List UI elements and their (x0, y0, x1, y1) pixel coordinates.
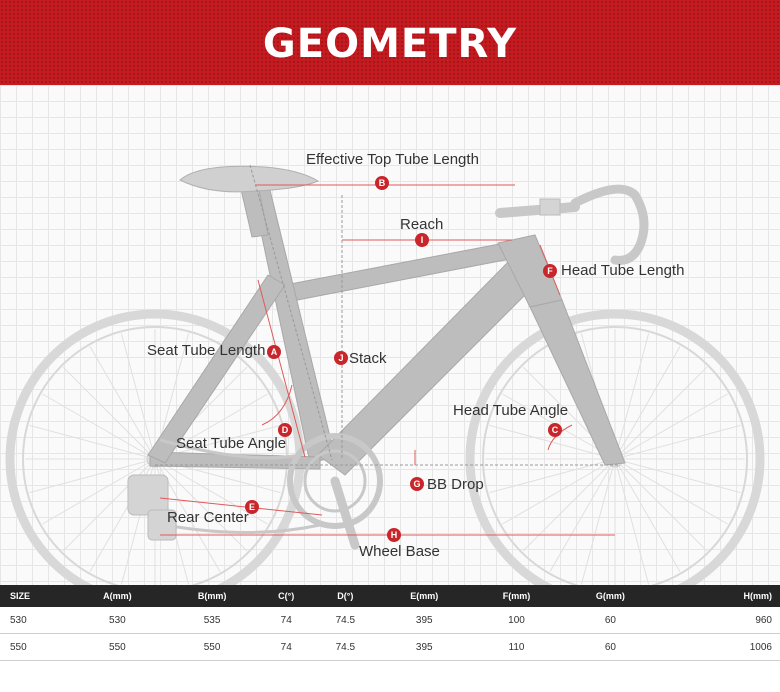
table-header-row: SIZE A(mm) B(mm) C(°) D(°) E(mm) F(mm) G… (0, 585, 780, 607)
label-stack: Stack (349, 350, 387, 367)
table-row: 550 550 550 74 74.5 395 110 60 1006 (0, 633, 780, 661)
col-header: SIZE (0, 585, 70, 607)
table-cell: 74.5 (312, 607, 378, 634)
col-header: E(mm) (377, 585, 471, 607)
wheel-spoke (614, 458, 681, 572)
badge-a: A (267, 345, 281, 359)
wheel-spoke (580, 458, 616, 585)
table-cell: 535 (164, 607, 260, 634)
wheel-spoke (42, 458, 156, 525)
wheel-spoke (614, 333, 650, 460)
wheel-spoke (522, 458, 616, 552)
table-cell: 74 (259, 633, 313, 661)
label-seat-tube-angle: Seat Tube Angle (176, 435, 287, 452)
wheel-spoke (502, 458, 616, 525)
col-header: F(mm) (470, 585, 563, 607)
table-cell: 550 (164, 633, 260, 661)
wheel-spoke (489, 424, 616, 460)
table-cell: 60 (562, 633, 659, 661)
fork (529, 299, 626, 466)
badge-i: I (415, 233, 429, 247)
wheel-spoke (614, 458, 708, 552)
wheel-spoke (62, 366, 156, 460)
table-cell: 60 (562, 607, 659, 634)
wheel-spoke (154, 458, 248, 552)
badge-j: J (334, 351, 348, 365)
wheel-spoke (614, 424, 741, 460)
wheel-spoke (614, 458, 728, 525)
badge-h: H (387, 528, 401, 542)
col-header: H(mm) (658, 585, 780, 607)
wheel-spoke (614, 346, 681, 460)
table-cell: 395 (377, 607, 471, 634)
table-cell: 110 (470, 633, 563, 661)
wheel-spoke (614, 458, 650, 585)
wheel-spoke (549, 458, 616, 572)
table-cell: 530 (70, 607, 165, 634)
table-cell: 960 (658, 607, 780, 634)
badge-b: B (375, 176, 389, 190)
label-head-tube-length: Head Tube Length (561, 262, 685, 279)
table-row: 530 530 535 74 74.5 395 100 60 960 (0, 607, 780, 634)
seat-stay (147, 274, 286, 464)
col-header: B(mm) (164, 585, 260, 607)
col-header: G(mm) (562, 585, 659, 607)
wheel-spoke (29, 424, 156, 460)
label-head-tube-angle: Head Tube Angle (453, 402, 569, 419)
table-cell: 74.5 (312, 633, 378, 661)
table-cell: 1006 (658, 633, 780, 661)
header-banner (0, 0, 780, 85)
wheel-spoke (29, 458, 156, 494)
badge-f: F (543, 264, 557, 278)
wheel-spoke (120, 333, 156, 460)
wheel-spoke (42, 393, 156, 460)
badge-d: D (278, 423, 292, 437)
label-seat-tube-length: Seat Tube Length (147, 342, 266, 359)
table-cell: 550 (70, 633, 165, 661)
wheel-spoke (614, 458, 741, 494)
page-title: GEOMETRY (262, 21, 518, 67)
bike-frame (147, 184, 626, 476)
wheel-spoke (89, 346, 156, 460)
label-wheel-base: Wheel Base (359, 543, 440, 560)
badge-e: E (245, 500, 259, 514)
drivetrain (127, 433, 383, 550)
table-cell: 395 (377, 633, 471, 661)
wheel-spoke (62, 458, 156, 552)
table-cell: 100 (470, 607, 563, 634)
table-cell: 530 (0, 607, 70, 634)
handlebar (495, 184, 649, 265)
saddle (179, 165, 320, 193)
wheel-spoke (614, 393, 728, 460)
top-tube (284, 242, 511, 302)
col-header: D(°) (312, 585, 378, 607)
label-rear-center: Rear Center (167, 509, 249, 526)
label-effective-top-tube: Effective Top Tube Length (306, 151, 479, 168)
table-cell: 550 (0, 633, 70, 661)
table-cell: 74 (259, 607, 313, 634)
badge-g: G (410, 477, 424, 491)
geometry-table: SIZE A(mm) B(mm) C(°) D(°) E(mm) F(mm) G… (0, 585, 780, 661)
front-wheel (465, 309, 765, 585)
col-header: A(mm) (70, 585, 165, 607)
col-header: C(°) (259, 585, 313, 607)
label-bb-drop: BB Drop (427, 476, 484, 493)
wheel-spoke (489, 458, 616, 494)
badge-c: C (548, 423, 562, 437)
bike-geometry-diagram (5, 164, 765, 585)
label-reach: Reach (400, 216, 444, 233)
wheel-spoke (614, 366, 708, 460)
